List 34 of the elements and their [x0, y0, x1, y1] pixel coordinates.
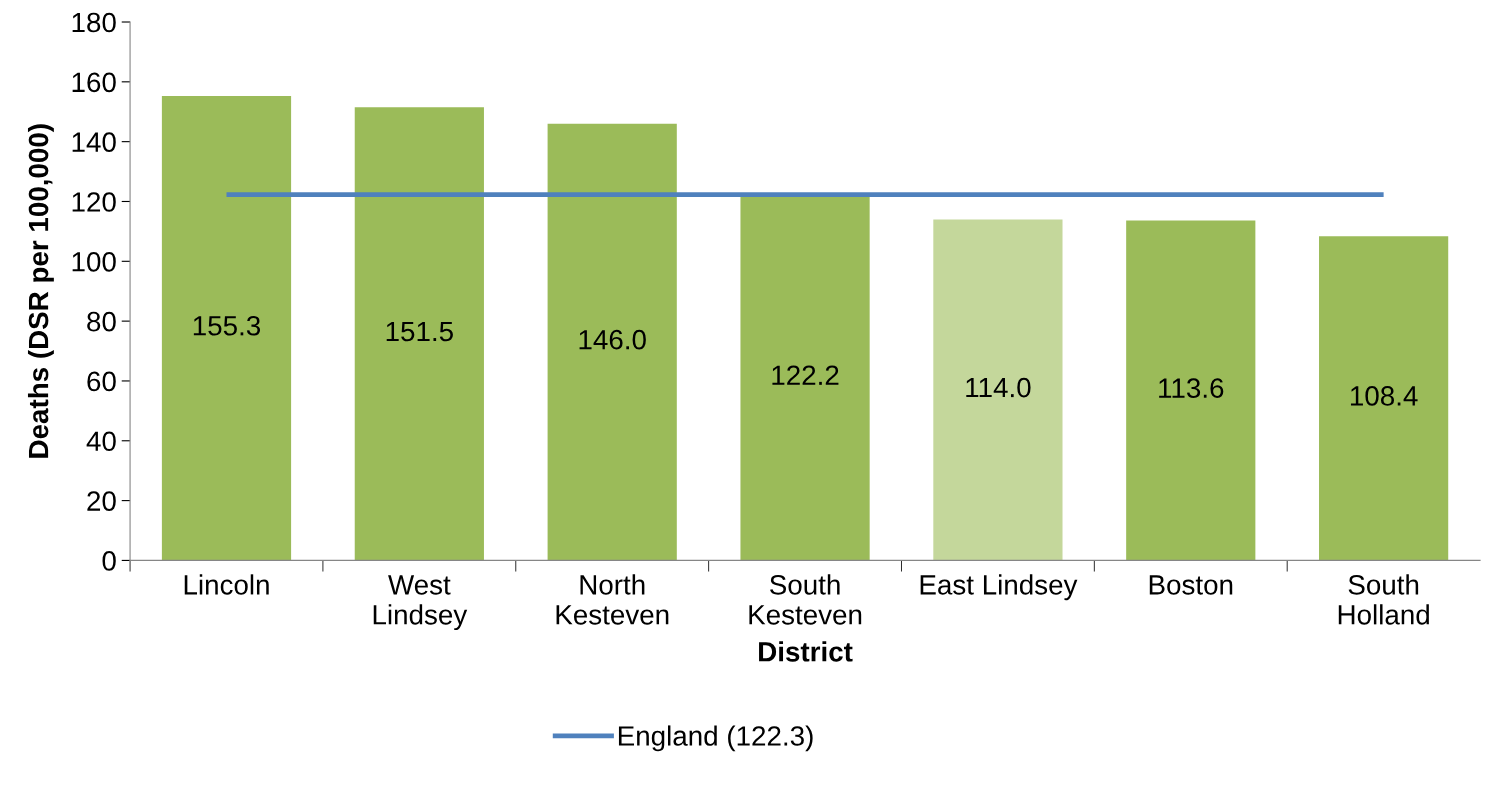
- y-tick-label: 60: [87, 371, 116, 392]
- bar: [1319, 236, 1449, 561]
- y-tick-label: 140: [72, 132, 116, 152]
- x-tick-label: North Kesteven: [556, 574, 669, 625]
- x-tick-label: Boston: [1149, 575, 1233, 595]
- x-tick-label: South Holland: [1338, 574, 1429, 625]
- data-label: 108.4: [1350, 386, 1418, 406]
- data-label: 155.3: [193, 315, 261, 336]
- y-tick-label: 80: [87, 311, 116, 332]
- data-label: 114.0: [966, 377, 1031, 398]
- y-tick-label: 40: [86, 431, 116, 452]
- y-tick-label: 100: [72, 251, 116, 272]
- y-tick-label: 180: [72, 12, 116, 33]
- y-tick-label: 0: [102, 551, 116, 571]
- data-label: 113.6: [1159, 378, 1224, 398]
- y-tick-label: 160: [72, 72, 116, 93]
- bar: [933, 219, 1063, 561]
- x-tick-label: West Lindsey: [373, 575, 468, 631]
- y-tick-label: 20: [87, 491, 116, 511]
- y-tick-label: 120: [72, 192, 116, 212]
- data-label: 146.0: [579, 329, 646, 350]
- legend-label: England (122.3): [618, 725, 813, 752]
- x-tick-label: Lincoln: [184, 574, 269, 595]
- bar: [547, 123, 677, 561]
- bar: [1126, 220, 1256, 561]
- bar: [740, 194, 870, 561]
- x-tick-label: East Lindsey: [920, 574, 1078, 601]
- data-label: 151.5: [386, 321, 453, 342]
- bar: [161, 95, 292, 561]
- x-tick-label: South Kesteven: [749, 574, 862, 625]
- bar: [354, 107, 484, 561]
- y-axis-title: Deaths (DSR per 100,000): [27, 124, 54, 458]
- x-axis-title: District: [759, 641, 853, 662]
- data-label: 122.2: [772, 365, 839, 385]
